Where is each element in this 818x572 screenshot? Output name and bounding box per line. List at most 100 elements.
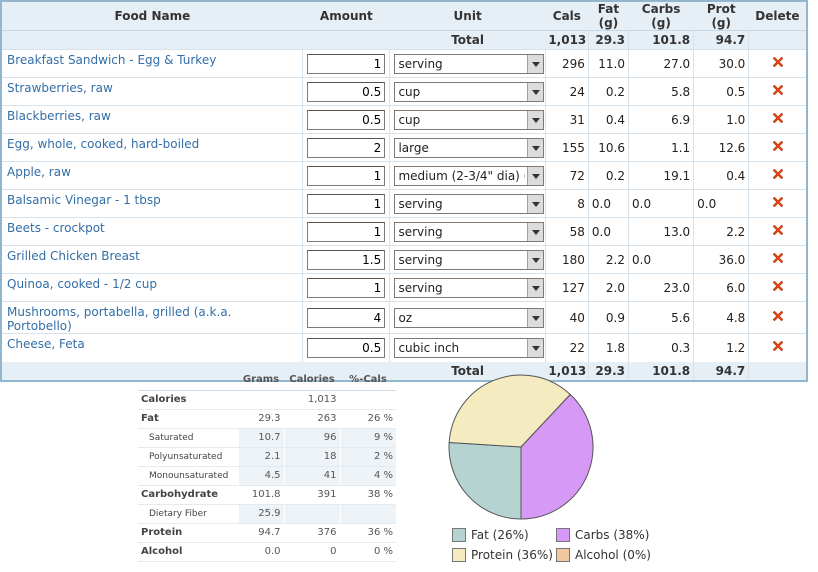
- chevron-down-icon[interactable]: [527, 194, 544, 213]
- food-name-link[interactable]: Quinoa, cooked - 1/2 cup: [7, 277, 158, 291]
- unit-select[interactable]: cup: [394, 81, 545, 102]
- carbs-cell: 0.0: [628, 245, 695, 274]
- cals-cell: 31: [545, 105, 589, 134]
- unit-select[interactable]: serving: [394, 249, 545, 270]
- nutrient-label: Carbohydrate: [138, 485, 238, 505]
- col-header-food-name: Food Name: [1, 1, 303, 31]
- legend-label: Alcohol (0%): [575, 548, 651, 562]
- legend-item-alcohol: Alcohol (0%): [556, 548, 651, 564]
- food-row: Quinoa, cooked - 1/2 cup serving 127 2.0…: [1, 273, 807, 302]
- amount-input[interactable]: [307, 137, 386, 158]
- food-name-link[interactable]: Balsamic Vinegar - 1 tbsp: [7, 193, 161, 207]
- food-name-link[interactable]: Breakfast Sandwich - Egg & Turkey: [7, 53, 217, 67]
- delete-x-icon[interactable]: [771, 111, 785, 125]
- cals-cell: 24: [545, 77, 589, 106]
- nutrition-row: Dietary Fiber 25.9: [138, 504, 396, 524]
- unit-select[interactable]: large: [394, 137, 545, 158]
- unit-select-value: serving: [398, 252, 443, 267]
- fat-cell: 0.2: [588, 161, 630, 190]
- amount-input[interactable]: [307, 221, 386, 242]
- carbs-cell: 13.0: [628, 217, 695, 246]
- food-row: Beets - crockpot serving 58 0.0 13.0 2.2: [1, 217, 807, 246]
- food-name-link[interactable]: Apple, raw: [7, 165, 71, 179]
- unit-select[interactable]: serving: [394, 221, 545, 242]
- pie-slice-fat: [448, 441, 522, 520]
- chevron-down-icon[interactable]: [527, 110, 544, 129]
- food-name-link[interactable]: Grilled Chicken Breast: [7, 249, 140, 263]
- delete-x-icon[interactable]: [771, 83, 785, 97]
- amount-input[interactable]: [307, 81, 386, 102]
- delete-x-icon[interactable]: [771, 279, 785, 293]
- calories-cell: [283, 504, 340, 524]
- nutrient-label: Calories: [138, 390, 238, 410]
- amount-input[interactable]: [307, 277, 386, 298]
- carbs-cell: 19.1: [628, 161, 695, 190]
- cals-cell: 22: [545, 333, 589, 362]
- amount-input[interactable]: [307, 193, 386, 214]
- delete-x-icon[interactable]: [771, 251, 785, 265]
- delete-x-icon[interactable]: [771, 167, 785, 181]
- food-name-link[interactable]: Egg, whole, cooked, hard-boiled: [7, 137, 200, 151]
- nutrition-row: Saturated 10.7 96 9 %: [138, 428, 396, 448]
- cals-cell: 72: [545, 161, 589, 190]
- col-header-carbs: Carbs (g): [628, 1, 694, 31]
- prot-cell: 4.8: [693, 301, 750, 334]
- food-name-link[interactable]: Strawberries, raw: [7, 81, 113, 95]
- delete-x-icon[interactable]: [771, 309, 785, 323]
- pie-slice-carbs: [520, 393, 594, 520]
- food-name-link[interactable]: Cheese, Feta: [7, 337, 85, 351]
- legend-item-protein: Protein (36%): [452, 548, 553, 564]
- chevron-down-icon[interactable]: [527, 278, 544, 297]
- calories-cell: 18: [283, 447, 340, 467]
- amount-input[interactable]: [307, 337, 386, 358]
- chevron-down-icon[interactable]: [527, 138, 544, 157]
- food-name-link[interactable]: Beets - crockpot: [7, 221, 105, 235]
- carbs-cell: 5.6: [628, 301, 695, 334]
- col-header-prot: Prot (g): [693, 1, 749, 31]
- amount-input[interactable]: [307, 165, 386, 186]
- nutrient-label: Protein: [138, 523, 238, 543]
- col-header-fat: Fat (g): [588, 1, 629, 31]
- food-row: Grilled Chicken Breast serving 180 2.2 0…: [1, 245, 807, 274]
- unit-select[interactable]: oz: [394, 307, 545, 328]
- unit-select[interactable]: cubic inch: [394, 337, 545, 358]
- amount-input[interactable]: [307, 249, 386, 270]
- pct-cals-cell: 36 %: [339, 523, 396, 543]
- unit-select[interactable]: cup: [394, 109, 545, 130]
- col-header-pct-cals: %-Cals: [340, 370, 396, 391]
- total-cals: 1,013: [545, 361, 589, 381]
- amount-input[interactable]: [307, 53, 386, 74]
- unit-select[interactable]: serving: [394, 277, 545, 298]
- chevron-down-icon[interactable]: [527, 250, 544, 269]
- amount-input[interactable]: [307, 307, 386, 328]
- delete-x-icon[interactable]: [771, 195, 785, 209]
- amount-input[interactable]: [307, 109, 386, 130]
- chevron-down-icon[interactable]: [527, 338, 544, 357]
- fat-cell: 0.0: [588, 217, 630, 246]
- food-name-link[interactable]: Blackberries, raw: [7, 109, 111, 123]
- carbs-cell: 0.3: [628, 333, 695, 362]
- delete-x-icon[interactable]: [771, 55, 785, 69]
- unit-select-value: serving: [398, 196, 443, 211]
- delete-x-icon[interactable]: [771, 339, 785, 353]
- chevron-down-icon[interactable]: [527, 54, 544, 73]
- chevron-down-icon[interactable]: [527, 166, 544, 185]
- unit-select-value: serving: [398, 280, 443, 295]
- unit-select[interactable]: serving: [394, 53, 545, 74]
- fat-cell: 0.9: [588, 301, 630, 334]
- delete-x-icon[interactable]: [771, 139, 785, 153]
- chevron-down-icon[interactable]: [527, 222, 544, 241]
- grams-cell: 0.0: [237, 542, 284, 562]
- chevron-down-icon[interactable]: [527, 308, 544, 327]
- legend-swatch: [556, 528, 570, 542]
- unit-select[interactable]: serving: [394, 193, 545, 214]
- food-name-link[interactable]: Mushrooms, portabella, grilled (a.k.a. P…: [7, 305, 232, 333]
- carbs-cell: 6.9: [628, 105, 695, 134]
- unit-select[interactable]: medium (2-3/4" dia) (a: [394, 165, 545, 186]
- grams-cell: 4.5: [237, 466, 284, 486]
- delete-x-icon[interactable]: [771, 223, 785, 237]
- chevron-down-icon[interactable]: [527, 82, 544, 101]
- nutrient-label: Polyunsaturated: [138, 447, 238, 467]
- pie-slice-protein: [448, 374, 571, 448]
- food-row: Egg, whole, cooked, hard-boiled large 15…: [1, 133, 807, 162]
